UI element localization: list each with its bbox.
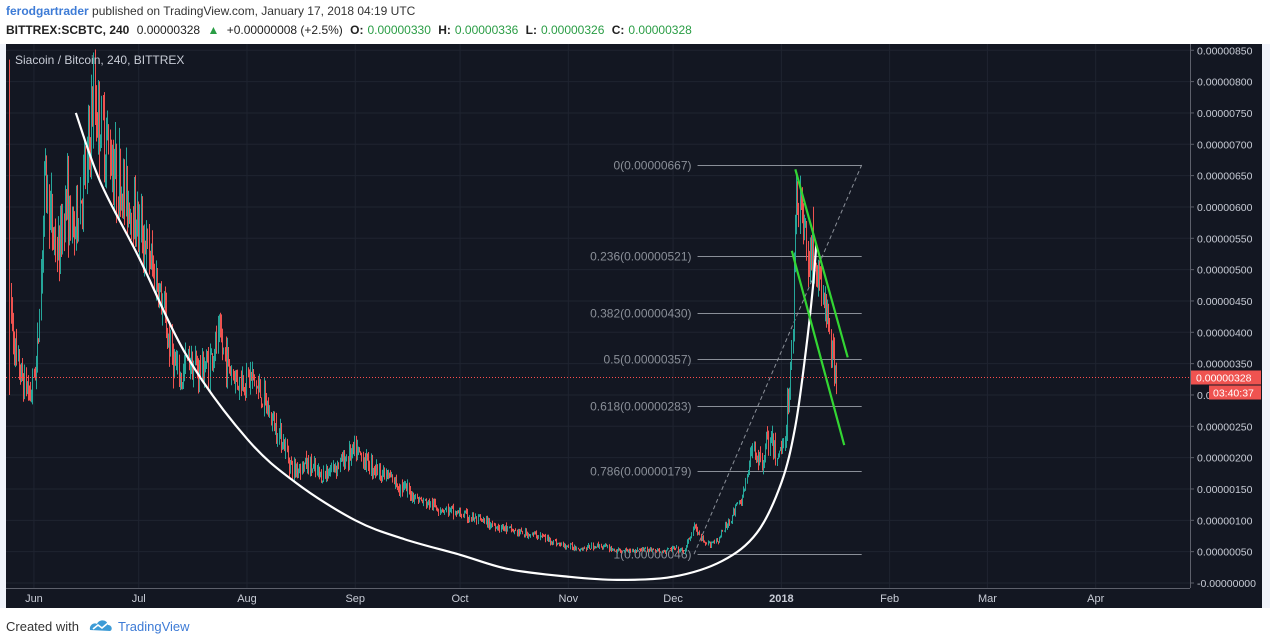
tradingview-link[interactable]: TradingView [118,619,190,634]
close-label: C: [611,23,625,37]
candles [9,49,837,555]
y-tick-label: 0.00000100 [1197,515,1253,527]
axes: 0.00000850 0.00000800 0.00000750 0.00000700… [6,44,1262,608]
y-tick-label: 0.00000400 [1197,327,1253,339]
channel-upper-line [794,169,849,358]
publish-text: published on TradingView.com, January 17… [92,4,416,18]
x-tick-label: Dec [663,593,683,605]
fib-level-label: 0.5(0.00000357) [603,353,691,367]
countdown-label: 03:40:37 [1213,388,1254,400]
channel-lower-line [790,250,846,446]
y-tick-label: 0.00000650 [1197,171,1253,183]
open-value: 0.00000330 [367,23,431,37]
high-label: H: [438,23,451,37]
y-tick-label: 0.00000250 [1197,421,1253,433]
y-tick-label: 0.00000500 [1197,265,1253,277]
close-value: 0.00000328 [628,23,692,37]
y-tick-label: 0.00000350 [1197,359,1253,371]
fib-level-label: 0(0.00000667) [613,159,691,173]
y-tick-label: 0.00000450 [1197,296,1253,308]
ohlc-bar: BITTREX:SCBTC, 240 0.00000328 ▲ +0.00000… [6,23,696,37]
up-arrow-icon: ▲ [207,23,220,37]
x-tick-label: Aug [237,593,257,605]
chart-area[interactable]: 0(0.00000667) 0.236(0.00000521) 0.382(0.00… [6,44,1262,608]
y-tick-label: 0.00000050 [1197,547,1253,559]
y-tick-label: 0.00000700 [1197,139,1253,151]
change-value: +0.00000008 (+2.5%) [226,23,343,37]
y-tick-label: -0.00000000 [1197,578,1256,590]
low-label: L: [525,23,537,37]
footer: Created with TradingView [0,608,1270,643]
x-tick-label: Oct [451,593,468,605]
fib-level-label: 0.236(0.00000521) [590,250,691,264]
symbol-label: BITTREX:SCBTC, 240 [6,23,130,37]
publish-header: ferodgartrader published on TradingView.… [0,0,1270,44]
high-value: 0.00000336 [454,23,519,37]
drawings[interactable] [6,112,1190,581]
x-tick-label: Sep [345,593,365,605]
open-label: O: [350,23,364,37]
created-with-text: Created with [6,619,79,634]
low-value: 0.00000326 [540,23,605,37]
last-price: 0.00000328 [136,23,201,37]
fib-level-label: 0.786(0.00000179) [590,465,691,479]
x-tick-label: Feb [880,593,899,605]
y-tick-label: 0.00000850 [1197,45,1253,57]
current-price-label: 0.00000328 [1196,373,1252,385]
fib-level-label: 0.382(0.00000430) [590,307,691,321]
y-tick-label: 0.00000550 [1197,233,1253,245]
x-tick-label: Apr [1087,593,1104,605]
price-axis [1190,44,1262,608]
price-chart[interactable]: 0(0.00000667) 0.236(0.00000521) 0.382(0.00… [6,44,1262,608]
publish-info: ferodgartrader published on TradingView.… [6,4,415,18]
y-tick-label: 0.00000800 [1197,77,1253,89]
fib-level-label: 0.618(0.00000283) [590,400,691,414]
y-tick-label: 0.00000150 [1197,484,1253,496]
countdown-tag [1209,385,1261,400]
x-tick-label: 2018 [769,593,793,605]
x-tick-label: Mar [978,593,997,605]
chart-title: Siacoin / Bitcoin, 240, BITTREX [15,53,184,67]
x-tick-label: Jul [132,593,146,605]
x-tick-label: Jun [25,593,43,605]
tradingview-logo-icon[interactable] [88,617,114,633]
fib-trend-line [693,164,863,555]
y-tick-label: 0.00000600 [1197,202,1253,214]
author-link[interactable]: ferodgartrader [6,4,89,18]
cup-curve [74,112,818,581]
x-tick-label: Nov [559,593,579,605]
current-price-tag [1191,370,1261,385]
y-tick-label: 0.00000750 [1197,108,1253,120]
y-tick-label: 0.00000200 [1197,453,1253,465]
